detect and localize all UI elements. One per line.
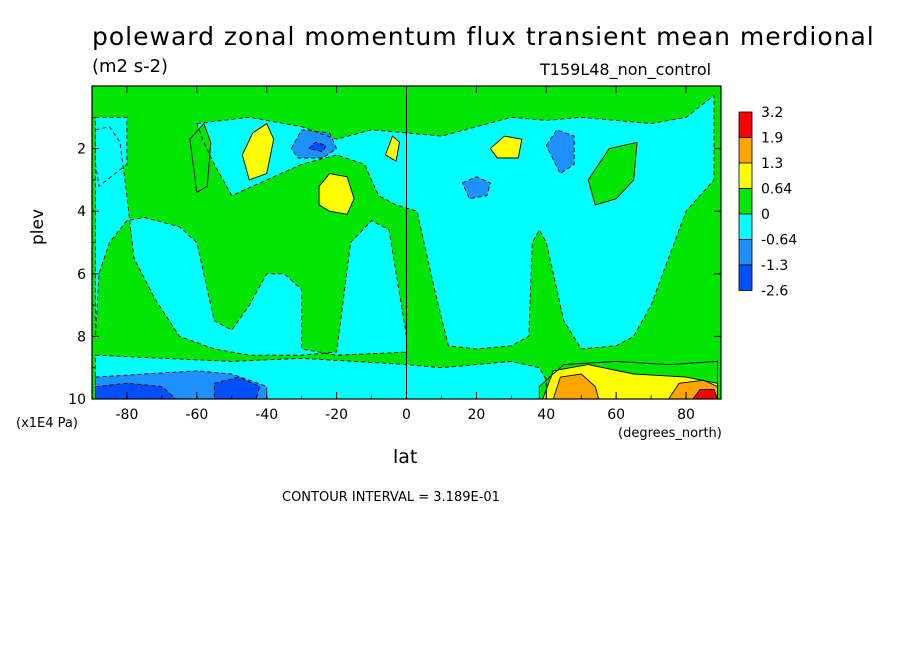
region-cyan-upper-left [95,126,407,356]
color-legend: 3.2 1.9 1.3 0.64 0 -0.64 -1.3 -2.6 [738,105,797,300]
x-tick-label: -60 [185,407,208,423]
contour-lines [95,86,718,399]
region-cyan-top-strip [196,95,715,349]
legend-swatch [738,137,753,164]
region-orange-bottom-right-1 [553,374,599,399]
y-tick-label: 4 [77,204,86,220]
x-tick-label: 20 [467,407,485,423]
region-red-bottom-right [693,389,718,399]
contour-yellow-mid-left-blob [318,173,355,215]
y-tick-label: 8 [77,329,86,345]
contour-yellow-small-blob-2 [489,135,523,159]
legend-level-label: 1.9 [761,131,783,147]
contour-interval-note: CONTOUR INTERVAL = 3.189E-01 [282,490,500,505]
x-tick-label: -40 [255,407,278,423]
contour-green-bottom-right [538,360,718,399]
x-tick-label: 80 [677,407,695,423]
legend-swatch [738,111,753,138]
contour-orange-bottom-right-1 [552,373,600,399]
legend-swatch [738,213,753,240]
x-tick-label: 0 [402,407,411,423]
legend-level-label: -1.3 [761,258,788,274]
legend-swatch [738,239,753,266]
region-green-mid-left-blob [189,123,211,193]
y-axis-ticks: 2 4 6 8 10 [68,116,721,408]
x-axis-label: lat [393,446,418,468]
y-tick-label: 2 [77,142,86,158]
y-tick-label: 6 [77,267,86,283]
contour-green-mid-left-blob [189,122,212,194]
y-axis-units: (x1E4 Pa) [16,416,78,431]
contour-cyan-upper-left [95,126,407,356]
contour-red-bottom-right [692,389,718,399]
contour-darkblue-bottom-left-2 [213,376,261,399]
legend-level-label: 0.64 [761,182,792,198]
legend-level-label: 3.2 [761,105,783,121]
chart-units: (m2 s-2) [92,56,169,77]
contour-green-right-blob [587,141,638,206]
contour-blue-bottom-left [95,370,268,399]
contour-yellow-small-blob-1 [384,135,400,162]
legend-level-label: -2.6 [761,284,788,300]
contour-yellow-upper-left-blob [241,122,275,181]
y-tick-label: 10 [68,392,86,408]
contour-blue-right-blob-2 [461,176,491,200]
legend-swatch [738,188,753,215]
contour-blue-upper-left-blob [290,129,338,159]
contour-cyan-top-strip [196,94,715,350]
x-tick-label: 40 [537,407,555,423]
region-blue-right-blob-2 [462,176,491,199]
x-axis-ticks: -80 -60 -40 -20 0 20 40 60 80 [91,86,722,423]
contour-cyan-bottom-band [95,354,547,399]
x-tick-label: 60 [607,407,625,423]
contour-blue-right-blob-1 [545,129,575,175]
legend-swatch [738,264,753,291]
x-axis-units: (degrees_north) [618,426,722,441]
legend-level-label: 1.3 [761,156,783,172]
region-yellow-mid-left-blob [319,173,355,215]
legend-level-label: 0 [761,207,770,223]
x-tick-label: -20 [325,407,348,423]
region-yellow-upper-left-blob [242,123,274,180]
region-darkblue-bottom-left-2 [214,377,260,399]
dataset-label: T159L48_non_control [540,60,712,79]
chart-title: poleward zonal momentum flux transient m… [92,22,875,51]
x-tick-label: -80 [116,407,139,423]
legend-level-label: -0.64 [761,233,797,249]
region-yellow-small-blob-1 [385,136,400,162]
region-blue-right-blob-1 [546,129,575,174]
region-darkblue-bottom-left-1 [95,383,176,399]
legend-swatch [738,162,753,189]
contour-orange-bottom-right-2 [668,379,718,399]
